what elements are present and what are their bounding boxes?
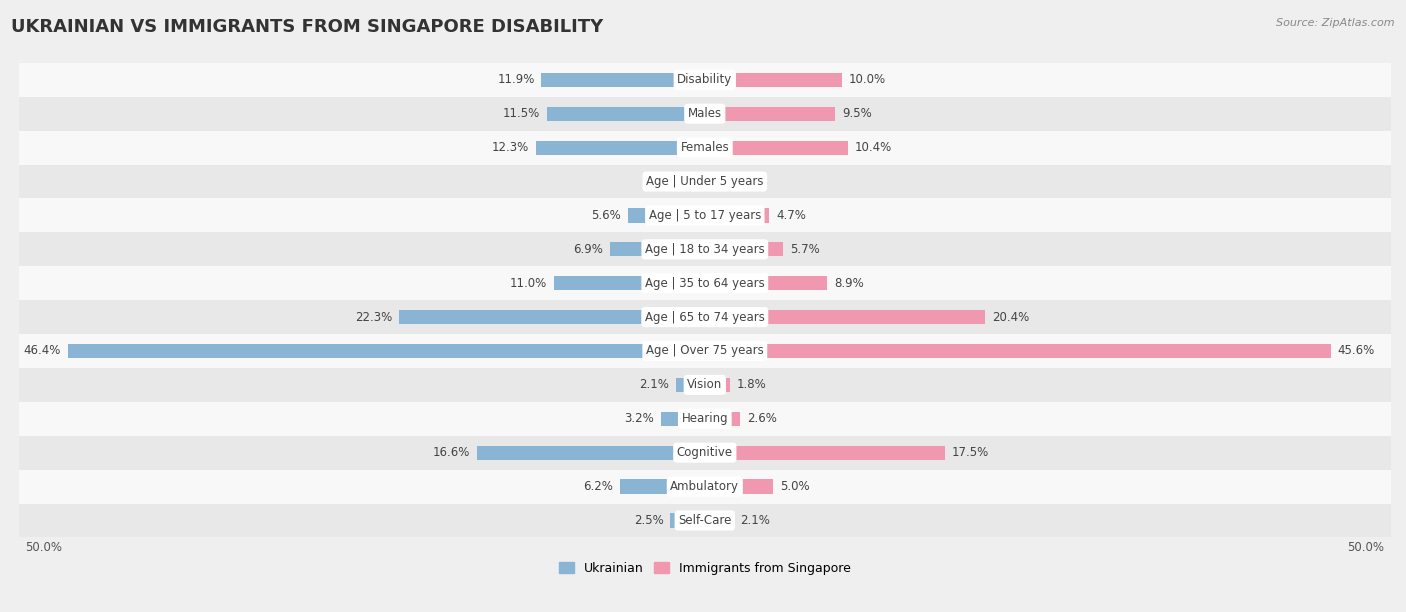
Bar (704, 208, 769, 223)
Bar (704, 412, 741, 426)
Bar (18, 300, 1391, 334)
Text: Ambulatory: Ambulatory (671, 480, 740, 493)
Text: 50.0%: 50.0% (25, 542, 62, 554)
Text: 16.6%: 16.6% (433, 446, 470, 459)
Bar (541, 73, 704, 87)
Bar (704, 242, 783, 256)
Bar (688, 174, 704, 188)
Text: Self-Care: Self-Care (678, 514, 731, 527)
Bar (704, 513, 734, 528)
Bar (536, 141, 704, 155)
Bar (18, 63, 1391, 97)
Bar (18, 198, 1391, 233)
Bar (704, 276, 827, 290)
Bar (704, 446, 945, 460)
Bar (704, 344, 1330, 358)
Bar (661, 412, 704, 426)
Text: 22.3%: 22.3% (354, 311, 392, 324)
Bar (18, 334, 1391, 368)
Text: 1.1%: 1.1% (727, 175, 756, 188)
Text: 1.8%: 1.8% (737, 378, 766, 392)
Bar (18, 266, 1391, 300)
Text: 11.5%: 11.5% (503, 107, 540, 121)
Text: 17.5%: 17.5% (952, 446, 988, 459)
Bar (628, 208, 704, 223)
Bar (18, 469, 1391, 504)
Text: Hearing: Hearing (682, 412, 728, 425)
Text: 10.4%: 10.4% (855, 141, 891, 154)
Text: Age | Over 75 years: Age | Over 75 years (645, 345, 763, 357)
Text: 50.0%: 50.0% (1347, 542, 1384, 554)
Text: 11.0%: 11.0% (510, 277, 547, 289)
Text: Age | Under 5 years: Age | Under 5 years (645, 175, 763, 188)
Bar (18, 504, 1391, 537)
Text: 9.5%: 9.5% (842, 107, 872, 121)
Text: 10.0%: 10.0% (849, 73, 886, 86)
Bar (704, 479, 773, 494)
Text: 2.1%: 2.1% (741, 514, 770, 527)
Text: 6.9%: 6.9% (574, 243, 603, 256)
Text: Age | 18 to 34 years: Age | 18 to 34 years (645, 243, 765, 256)
Text: 12.3%: 12.3% (492, 141, 529, 154)
Bar (18, 97, 1391, 131)
Bar (704, 378, 730, 392)
Bar (676, 378, 704, 392)
Bar (704, 310, 984, 324)
Text: UKRAINIAN VS IMMIGRANTS FROM SINGAPORE DISABILITY: UKRAINIAN VS IMMIGRANTS FROM SINGAPORE D… (11, 18, 603, 36)
Bar (399, 310, 704, 324)
Bar (704, 73, 842, 87)
Bar (610, 242, 704, 256)
Bar (704, 106, 835, 121)
Legend: Ukrainian, Immigrants from Singapore: Ukrainian, Immigrants from Singapore (554, 557, 856, 580)
Bar (620, 479, 704, 494)
Bar (18, 436, 1391, 469)
Bar (554, 276, 704, 290)
Text: 2.5%: 2.5% (634, 514, 664, 527)
Text: 20.4%: 20.4% (991, 311, 1029, 324)
Bar (671, 513, 704, 528)
Text: 5.7%: 5.7% (790, 243, 820, 256)
Text: 3.2%: 3.2% (624, 412, 654, 425)
Text: 46.4%: 46.4% (24, 345, 60, 357)
Text: Age | 5 to 17 years: Age | 5 to 17 years (648, 209, 761, 222)
Text: Females: Females (681, 141, 730, 154)
Bar (547, 106, 704, 121)
Text: 2.6%: 2.6% (748, 412, 778, 425)
Text: Source: ZipAtlas.com: Source: ZipAtlas.com (1277, 18, 1395, 28)
Text: 6.2%: 6.2% (583, 480, 613, 493)
Bar (704, 141, 848, 155)
Bar (18, 233, 1391, 266)
Text: Vision: Vision (688, 378, 723, 392)
Text: 2.1%: 2.1% (640, 378, 669, 392)
Bar (477, 446, 704, 460)
Text: 4.7%: 4.7% (776, 209, 806, 222)
Text: Disability: Disability (678, 73, 733, 86)
Text: 8.9%: 8.9% (834, 277, 863, 289)
Bar (67, 344, 704, 358)
Text: Males: Males (688, 107, 721, 121)
Text: 11.9%: 11.9% (498, 73, 534, 86)
Text: Cognitive: Cognitive (676, 446, 733, 459)
Text: 5.6%: 5.6% (592, 209, 621, 222)
Text: 1.3%: 1.3% (651, 175, 681, 188)
Text: 45.6%: 45.6% (1337, 345, 1375, 357)
Bar (18, 402, 1391, 436)
Text: Age | 35 to 64 years: Age | 35 to 64 years (645, 277, 765, 289)
Bar (704, 174, 720, 188)
Bar (18, 165, 1391, 198)
Bar (18, 368, 1391, 402)
Bar (18, 131, 1391, 165)
Text: 5.0%: 5.0% (780, 480, 810, 493)
Text: Age | 65 to 74 years: Age | 65 to 74 years (645, 311, 765, 324)
